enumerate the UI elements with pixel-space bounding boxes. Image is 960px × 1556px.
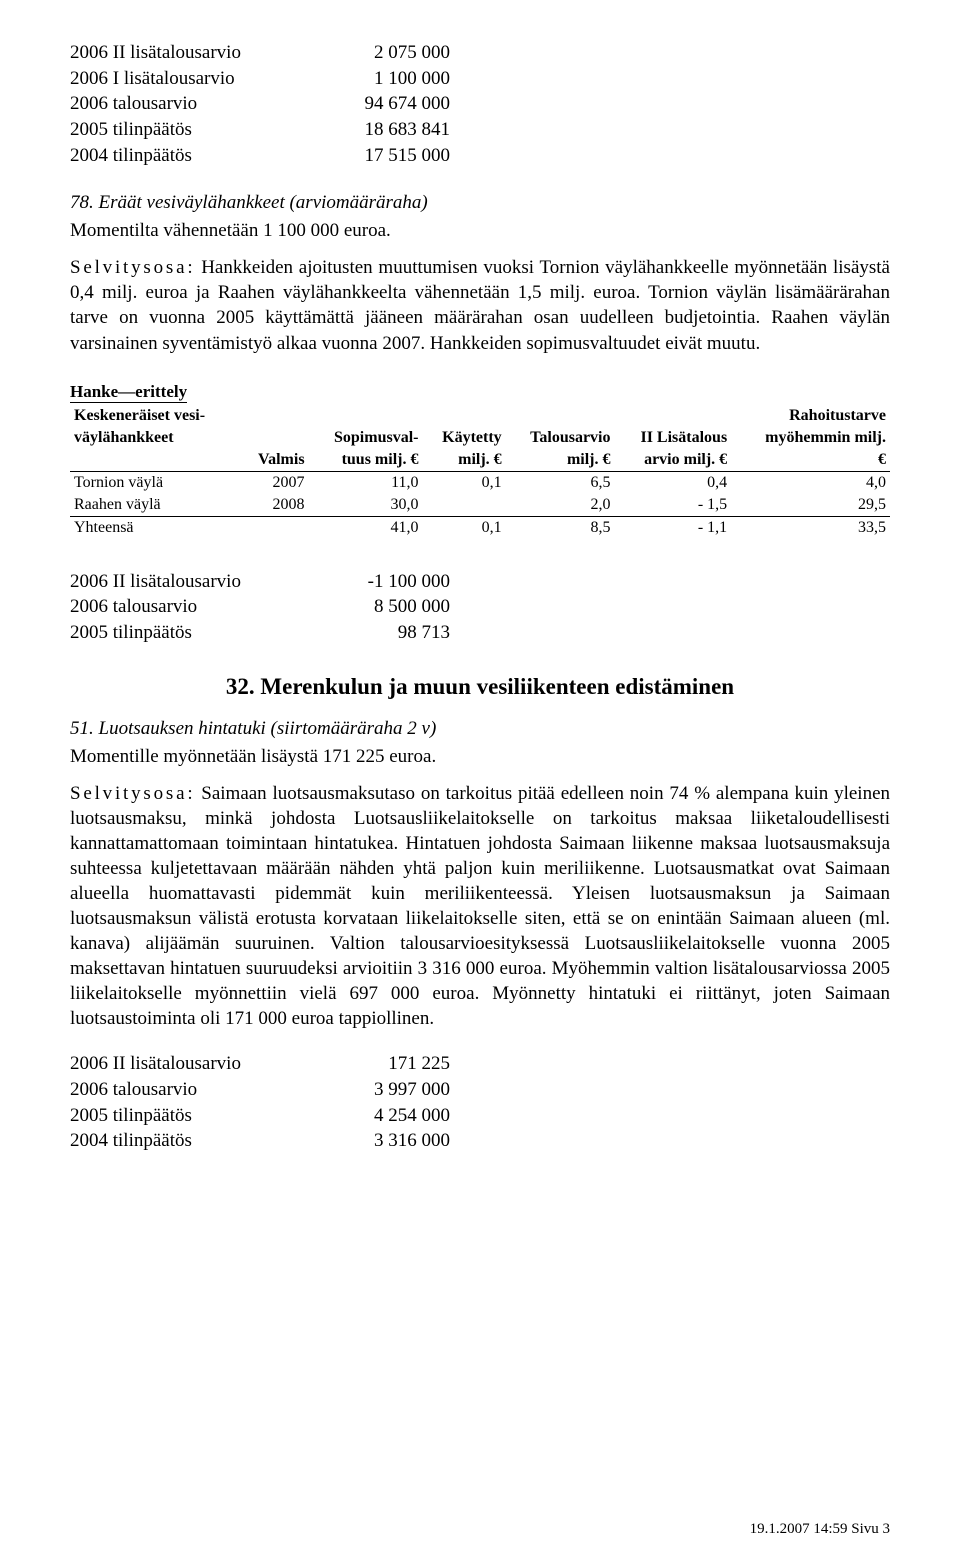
budget-label: 2005 tilinpäätös: [70, 117, 310, 143]
budget-value: 98 713: [310, 620, 450, 646]
budget-row: 2004 tilinpäätös 3 316 000: [70, 1128, 890, 1154]
budget-value: 4 254 000: [310, 1103, 450, 1129]
cell-kayt: 0,1: [422, 471, 505, 494]
cell-name: Raahen väylä: [70, 494, 241, 517]
cell-tal: 2,0: [506, 494, 615, 517]
item-78-body: Selvitysosa: Hankkeiden ajoitusten muutt…: [70, 255, 890, 355]
item-78-title: 78. Eräät vesiväylähankkeet (arviomäärär…: [70, 192, 890, 214]
budget-label: 2006 talousarvio: [70, 1077, 310, 1103]
th-kayt-1: Käytetty: [422, 427, 505, 449]
cell-tal: 6,5: [506, 471, 615, 494]
table-row-total: Yhteensä 41,0 0,1 8,5 - 1,1 33,5: [70, 516, 890, 539]
budget-row: 2006 talousarvio 8 500 000: [70, 594, 890, 620]
page-footer: 19.1.2007 14:59 Sivu 3: [750, 1521, 890, 1538]
budget-row: 2006 II lisätalousarvio -1 100 000: [70, 569, 890, 595]
cell-rah: 4,0: [731, 471, 890, 494]
budget-label: 2004 tilinpäätös: [70, 143, 310, 169]
cell-rah: 29,5: [731, 494, 890, 517]
th-rah-1: Rahoitustarve: [731, 405, 890, 427]
cell-sop: 11,0: [309, 471, 423, 494]
th-rah-2: myöhemmin milj.: [731, 427, 890, 449]
th-lisa-1: II Lisätalous: [615, 427, 732, 449]
budget-row: 2004 tilinpäätös 17 515 000: [70, 143, 890, 169]
th-valmis: Valmis: [241, 449, 308, 472]
th-kayt-2: milj. €: [422, 449, 505, 472]
budget-label: 2006 I lisätalousarvio: [70, 66, 310, 92]
budget-row: 2005 tilinpäätös 98 713: [70, 620, 890, 646]
cell-valmis: [241, 516, 308, 539]
cell-lisa: - 1,1: [615, 516, 732, 539]
budget-value: 17 515 000: [310, 143, 450, 169]
budget-value: 171 225: [310, 1051, 450, 1077]
selvitysosa-label: Selvitysosa:: [70, 257, 195, 278]
budget-value: 18 683 841: [310, 117, 450, 143]
th-sop-1: Sopimusval-: [309, 427, 423, 449]
item-51-body-text: Saimaan luotsausmaksutaso on tarkoitus p…: [70, 783, 890, 1030]
budget-row: 2006 talousarvio 94 674 000: [70, 91, 890, 117]
budget-value: -1 100 000: [310, 569, 450, 595]
budget-label: 2006 II lisätalousarvio: [70, 569, 310, 595]
cell-valmis: 2008: [241, 494, 308, 517]
budget-value: 1 100 000: [310, 66, 450, 92]
item-78-line: Momentilta vähennetään 1 100 000 euroa.: [70, 218, 890, 243]
item-51-title: 51. Luotsauksen hintatuki (siirtomäärära…: [70, 718, 890, 740]
th-sop-2: tuus milj. €: [309, 449, 423, 472]
budget-label: 2005 tilinpäätös: [70, 1103, 310, 1129]
cell-sop: 41,0: [309, 516, 423, 539]
item-51-line: Momentille myönnetään lisäystä 171 225 e…: [70, 744, 890, 769]
budget-row: 2006 II lisätalousarvio 171 225: [70, 1051, 890, 1077]
section-32-title: 32. Merenkulun ja muun vesiliikenteen ed…: [70, 674, 890, 700]
th-lisa-2: arvio milj. €: [615, 449, 732, 472]
budget-label: 2006 talousarvio: [70, 91, 310, 117]
th-rah-3: €: [731, 449, 890, 472]
cell-lisa: - 1,5: [615, 494, 732, 517]
hanke-erittely-block: Hanke—erittely Keskeneräiset vesi- Rahoi…: [70, 368, 890, 539]
budget-row: 2005 tilinpäätös 18 683 841: [70, 117, 890, 143]
cell-rah: 33,5: [731, 516, 890, 539]
budget-row: 2006 I lisätalousarvio 1 100 000: [70, 66, 890, 92]
selvitysosa-label: Selvitysosa:: [70, 783, 195, 804]
budget-row: 2005 tilinpäätös 4 254 000: [70, 1103, 890, 1129]
budget-label: 2005 tilinpäätös: [70, 620, 310, 646]
budget-value: 3 316 000: [310, 1128, 450, 1154]
budget-block-3: 2006 II lisätalousarvio 171 225 2006 tal…: [70, 1051, 890, 1154]
th-tal-1: Talousarvio: [506, 427, 615, 449]
budget-label: 2004 tilinpäätös: [70, 1128, 310, 1154]
budget-label: 2006 II lisätalousarvio: [70, 40, 310, 66]
cell-valmis: 2007: [241, 471, 308, 494]
budget-value: 94 674 000: [310, 91, 450, 117]
cell-name: Tornion väylä: [70, 471, 241, 494]
budget-block-1: 2006 II lisätalousarvio 2 075 000 2006 I…: [70, 40, 890, 168]
hanke-erittely-title: Hanke—erittely: [70, 382, 187, 403]
cell-kayt: [422, 494, 505, 517]
budget-value: 2 075 000: [310, 40, 450, 66]
th-tal-2: milj. €: [506, 449, 615, 472]
item-51-body: Selvitysosa: Saimaan luotsausmaksutaso o…: [70, 781, 890, 1032]
budget-label: 2006 II lisätalousarvio: [70, 1051, 310, 1077]
cell-sop: 30,0: [309, 494, 423, 517]
cell-name: Yhteensä: [70, 516, 241, 539]
cell-tal: 8,5: [506, 516, 615, 539]
table-row: Raahen väylä 2008 30,0 2,0 - 1,5 29,5: [70, 494, 890, 517]
table-row: Tornion väylä 2007 11,0 0,1 6,5 0,4 4,0: [70, 471, 890, 494]
page: 2006 II lisätalousarvio 2 075 000 2006 I…: [0, 0, 960, 1556]
budget-value: 8 500 000: [310, 594, 450, 620]
th-kesk-1: Keskeneräiset vesi-: [70, 405, 241, 427]
budget-row: 2006 talousarvio 3 997 000: [70, 1077, 890, 1103]
cell-kayt: 0,1: [422, 516, 505, 539]
th-kesk-2: väylähankkeet: [70, 427, 241, 449]
cell-lisa: 0,4: [615, 471, 732, 494]
budget-value: 3 997 000: [310, 1077, 450, 1103]
hanke-table: Keskeneräiset vesi- Rahoitustarve väyläh…: [70, 405, 890, 539]
budget-row: 2006 II lisätalousarvio 2 075 000: [70, 40, 890, 66]
budget-label: 2006 talousarvio: [70, 594, 310, 620]
budget-block-2: 2006 II lisätalousarvio -1 100 000 2006 …: [70, 569, 890, 646]
